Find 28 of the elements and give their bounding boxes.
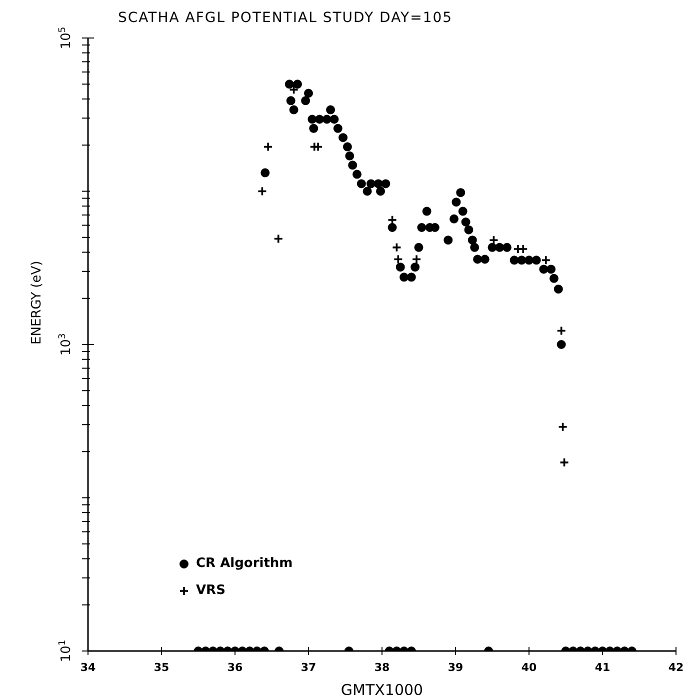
x-tick-label: 34	[80, 661, 96, 674]
x-tick-label: 42	[668, 661, 684, 674]
point	[412, 254, 422, 264]
point	[288, 84, 299, 95]
x-tick-label: 38	[374, 661, 390, 674]
x-tick-label: 39	[448, 661, 464, 674]
legend-label: CR Algorithm	[196, 556, 293, 571]
point	[558, 422, 568, 432]
point	[393, 254, 404, 264]
point	[559, 458, 570, 468]
x-tick-label: 40	[521, 661, 537, 674]
point	[518, 244, 528, 254]
y-axis-title: ENERGY (eV)	[30, 260, 45, 344]
point	[488, 235, 499, 245]
point	[263, 142, 273, 152]
chart-title: SCATHA AFGL POTENTIAL STUDY DAY=105	[118, 10, 453, 26]
x-tick-label: 35	[154, 661, 170, 674]
legend-label: VRS	[196, 583, 226, 598]
x-tick-label: 41	[594, 661, 610, 674]
x-tick-label: 37	[300, 661, 316, 674]
x-tick-label: 36	[227, 661, 243, 674]
point	[257, 186, 268, 196]
point	[273, 234, 284, 244]
point	[541, 255, 551, 266]
point	[387, 215, 398, 225]
point	[392, 242, 402, 252]
point	[556, 326, 566, 336]
x-axis-title: GMTX1000	[340, 681, 424, 695]
